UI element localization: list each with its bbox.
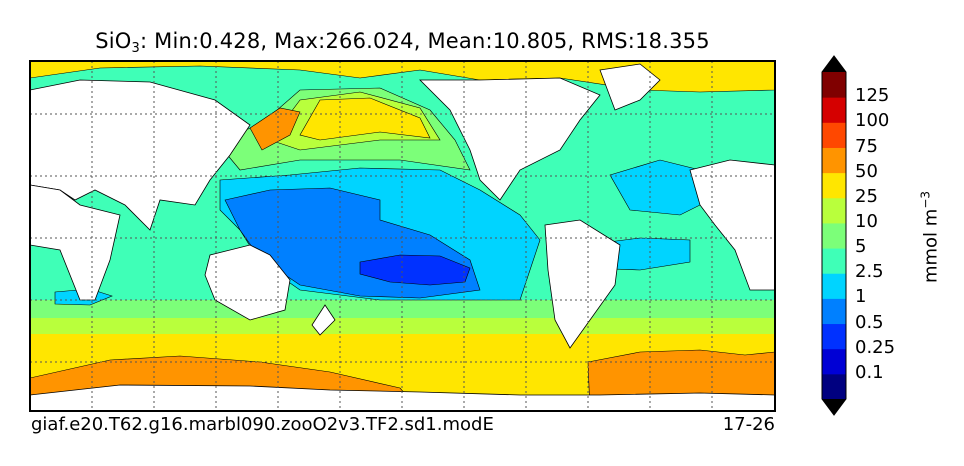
colorbar-bin [822,248,846,274]
land-greenland [599,63,661,111]
colorbar-unit-base: mmol m [920,208,942,284]
map-frame [29,60,776,412]
colorbar-tick-label: 1 [855,286,867,308]
land-new-zealand [311,304,336,336]
colorbar-tick-label: 10 [855,210,878,232]
case-name-label: giaf.e20.T62.g16.marbl090.zooO2v3.TF2.sd… [31,414,494,435]
land-north-america [419,77,601,201]
colorbar-unit-label: mmol m−3 [919,191,942,283]
years-label: 17-26 [722,414,775,435]
colorbar-tick-label: 0.1 [855,361,884,383]
colorbar-tick-label: 0.5 [855,311,884,333]
map-field [30,61,775,411]
title-subscript: 3 [131,41,140,56]
colorbar-tick-label: 100 [855,110,890,132]
title-species: SiO [95,29,132,53]
colorbar-bin [822,172,846,199]
colorbar-tick-label: 75 [855,135,878,157]
colorbar-bin [822,122,846,148]
graticule [30,61,775,411]
colorbar-tick-label: 25 [855,185,878,207]
north-pacific-50 [299,97,431,141]
pacific-low-025 [359,254,471,286]
colorbar-unit-exponent: −3 [918,190,933,209]
arctic-field [30,61,775,93]
colorbar-bin [822,298,846,325]
colorbar-bin [822,147,846,174]
land-south-america [544,219,621,349]
colorbar-tick-label: 125 [855,85,890,107]
land-eurasia [30,79,251,231]
land-africa-east [30,184,121,301]
colorbar-under-arrow [822,399,846,415]
colorbar-bin [822,348,846,375]
colorbar-bin [822,373,846,400]
colorbar-bin [822,97,846,123]
colorbar-outline [821,55,847,416]
colorbar-tick-label: 2.5 [855,261,884,283]
land-australia [204,244,291,321]
colorbar-tick-label: 50 [855,160,878,182]
map-title: SiO3: Min:0.428, Max:266.024, Mean:10.80… [30,29,775,56]
colorbar-tick-label: 0.25 [855,336,896,358]
colorbar-bin [822,72,846,98]
colorbar-bin [822,273,846,299]
title-stats: : Min:0.428, Max:266.024, Mean:10.805, R… [140,29,710,53]
land-africa-west [689,159,775,291]
colorbar-over-arrow [822,56,846,72]
colorbar-tick-label: 5 [855,236,867,258]
colorbar-bins [822,72,846,400]
colorbar-bin [822,323,846,350]
land-masses [30,63,775,411]
colorbar-bin [822,222,846,249]
colorbar-bin [822,197,846,224]
okhotsk-high [249,107,301,151]
